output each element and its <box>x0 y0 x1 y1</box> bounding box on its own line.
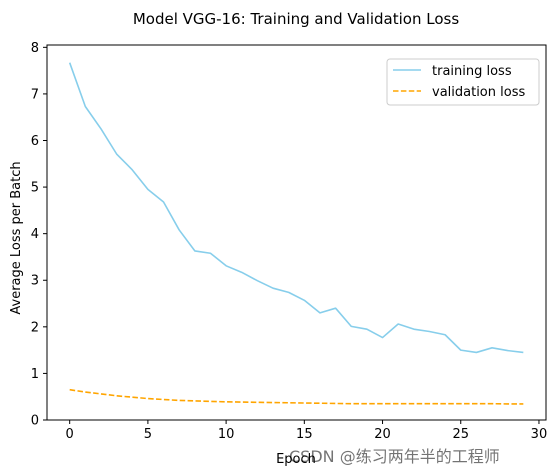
y-tick-label: 7 <box>31 87 39 102</box>
x-tick-label: 0 <box>66 427 74 442</box>
legend: training loss validation loss <box>386 58 540 106</box>
x-tick-label: 30 <box>531 427 548 442</box>
watermark: CSDN @练习两年半的工程师 <box>289 447 500 466</box>
y-tick-label: 0 <box>31 414 39 429</box>
x-tick-label: 20 <box>374 427 391 442</box>
y-tick-label: 4 <box>31 227 39 242</box>
chart-title: Model VGG-16: Training and Validation Lo… <box>133 10 460 28</box>
series-line-training-loss <box>68 62 524 354</box>
x-tick-label: 5 <box>144 427 152 442</box>
y-tick-label: 5 <box>31 181 39 196</box>
x-tick-label: 15 <box>296 427 313 442</box>
plot-frame <box>46 44 547 421</box>
x-tick-label: 10 <box>218 427 235 442</box>
x-axis: 0 5 10 15 20 25 30 <box>66 420 548 442</box>
y-tick-label: 8 <box>31 41 39 56</box>
plot-area <box>46 44 547 421</box>
x-axis-label: Epoch <box>276 452 316 467</box>
legend-label-validation-loss: validation loss <box>432 85 525 100</box>
x-tick-label: 25 <box>452 427 469 442</box>
y-axis-label: Average Loss per Batch <box>9 161 24 314</box>
y-tick-label: 6 <box>31 134 39 149</box>
legend-box <box>386 58 540 106</box>
series-line-validation-loss <box>69 388 524 405</box>
y-tick-label: 2 <box>31 320 39 335</box>
y-tick-label: 1 <box>31 367 39 382</box>
series-lines <box>68 62 524 405</box>
y-tick-label: 3 <box>31 274 39 289</box>
y-axis: 0 1 2 3 4 5 6 7 8 <box>31 41 47 429</box>
legend-label-training-loss: training loss <box>432 64 512 79</box>
